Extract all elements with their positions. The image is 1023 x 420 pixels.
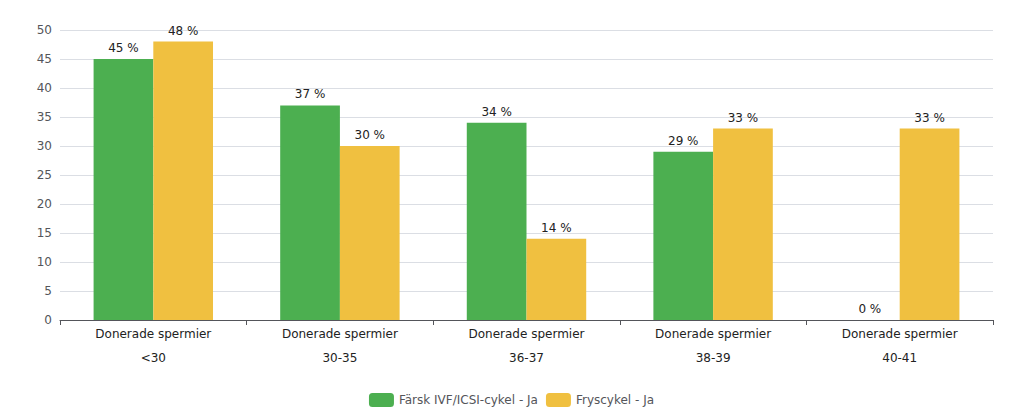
svg-text:38-39: 38-39 <box>696 351 731 365</box>
svg-text:29 %: 29 % <box>668 134 699 148</box>
svg-text:30 %: 30 % <box>355 128 386 142</box>
svg-text:50: 50 <box>37 23 52 37</box>
svg-text:34 %: 34 % <box>481 105 512 119</box>
svg-text:33 %: 33 % <box>728 111 759 125</box>
svg-text:40-41: 40-41 <box>882 351 917 365</box>
svg-text:40: 40 <box>37 81 52 95</box>
svg-text:20: 20 <box>37 197 52 211</box>
svg-text:Donerade spermier: Donerade spermier <box>469 327 585 341</box>
svg-text:14 %: 14 % <box>541 221 572 235</box>
svg-text:33 %: 33 % <box>914 111 945 125</box>
svg-text:<30: <30 <box>141 351 166 365</box>
svg-text:48 %: 48 % <box>168 24 199 38</box>
svg-text:Donerade spermier: Donerade spermier <box>95 327 211 341</box>
svg-text:Donerade spermier: Donerade spermier <box>655 327 771 341</box>
svg-text:0 %: 0 % <box>858 302 881 316</box>
svg-text:15: 15 <box>37 226 52 240</box>
svg-text:Färsk IVF/ICSI-cykel - Ja: Färsk IVF/ICSI-cykel - Ja <box>399 393 538 407</box>
svg-text:30: 30 <box>37 139 52 153</box>
svg-text:Donerade spermier: Donerade spermier <box>842 327 958 341</box>
svg-text:36-37: 36-37 <box>509 351 544 365</box>
svg-text:0: 0 <box>44 313 52 327</box>
svg-text:30-35: 30-35 <box>322 351 357 365</box>
svg-text:Donerade spermier: Donerade spermier <box>282 327 398 341</box>
svg-text:35: 35 <box>37 110 52 124</box>
svg-text:45 %: 45 % <box>108 41 139 55</box>
svg-text:45: 45 <box>37 52 52 66</box>
svg-text:25: 25 <box>37 168 52 182</box>
svg-text:Fryscykel - Ja: Fryscykel - Ja <box>576 393 654 407</box>
svg-text:37 %: 37 % <box>295 87 326 101</box>
svg-text:10: 10 <box>37 255 52 269</box>
svg-text:5: 5 <box>44 284 52 298</box>
